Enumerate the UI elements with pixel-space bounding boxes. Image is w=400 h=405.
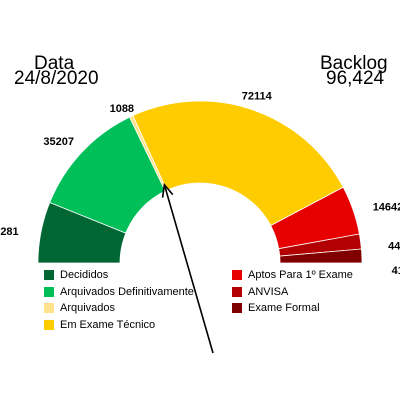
legend-right: Aptos Para 1º Exame ANVISA Exame Formal xyxy=(232,267,353,317)
legend-item-decididos: Decididos xyxy=(44,267,194,284)
legend-item-em-exame-tecnico: Em Exame Técnico xyxy=(44,317,194,334)
backlog-value: 96,424 xyxy=(326,68,385,89)
segment-exame-formal xyxy=(279,248,363,264)
data-label-em-exame-tecnico: 72114 xyxy=(242,90,273,102)
legend-swatch xyxy=(44,286,54,297)
legend-swatch xyxy=(232,303,242,314)
data-label-exame-formal: 4130 xyxy=(392,265,400,277)
data-label-arquivados-definitivamente: 35207 xyxy=(43,136,74,148)
data-label-decididos: 18281 xyxy=(0,226,19,238)
legend-item-exame-formal: Exame Formal xyxy=(232,300,353,317)
legend-swatch xyxy=(232,270,242,281)
legend-label: ANVISA xyxy=(248,285,289,298)
legend-item-arquivados-definitivamente: Arquivados Definitivamente xyxy=(44,284,194,301)
pointer-arrow xyxy=(161,182,214,354)
legend-label: Aptos Para 1º Exame xyxy=(248,269,353,282)
legend-label: Arquivados xyxy=(60,302,116,315)
legend-item-anvisa: ANVISA xyxy=(232,284,353,301)
legend-item-arquivados: Arquivados xyxy=(44,300,194,317)
legend-swatch xyxy=(44,270,54,281)
legend-label: Arquivados Definitivamente xyxy=(60,285,194,298)
data-label-arquivados: 1088 xyxy=(110,103,134,115)
legend-swatch xyxy=(44,319,54,330)
legend-swatch xyxy=(232,286,242,297)
data-label-aptos-para-1-exame: 14642 xyxy=(373,201,400,213)
data-label-anvisa: 4450 xyxy=(388,241,400,253)
legend-label: Exame Formal xyxy=(248,302,320,315)
backlog-label: Backlog xyxy=(320,53,388,74)
segment-em-exame-tecnico xyxy=(132,100,344,227)
legend-swatch xyxy=(44,303,54,314)
date-label: Data xyxy=(34,53,75,74)
legend-label: Decididos xyxy=(60,269,109,282)
legend-left: Decididos Arquivados Definitivamente Arqui… xyxy=(44,267,194,333)
date-value: 24/8/2020 xyxy=(14,68,99,89)
legend-item-aptos-para-1-exame: Aptos Para 1º Exame xyxy=(232,267,353,284)
legend-label: Em Exame Técnico xyxy=(60,318,156,331)
